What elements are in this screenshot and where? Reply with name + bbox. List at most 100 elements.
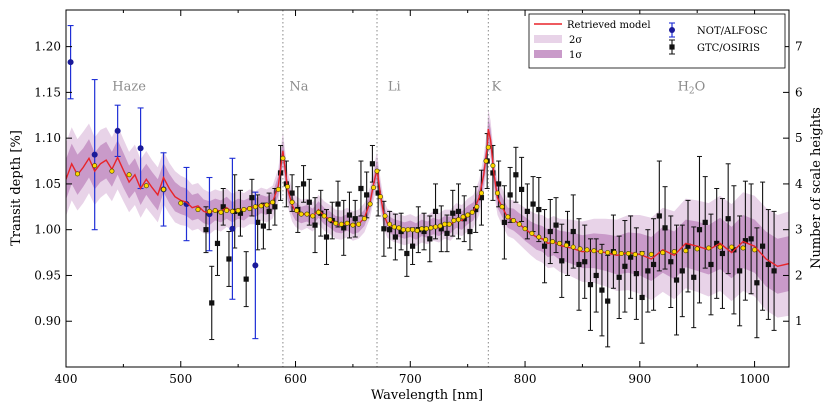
gtc-point	[226, 256, 232, 262]
binned-model-point	[446, 221, 452, 227]
binned-model-point	[400, 227, 406, 233]
gtc-point	[312, 222, 318, 228]
binned-model-point	[377, 194, 383, 200]
binned-model-point	[419, 226, 425, 232]
binned-model-point	[563, 242, 569, 248]
gtc-point	[771, 268, 777, 274]
binned-model-point	[212, 207, 218, 213]
binned-model-point	[442, 221, 448, 227]
binned-model-point	[483, 158, 489, 164]
y2-tick-label: 6	[795, 85, 803, 99]
binned-model-point	[92, 163, 98, 169]
legend-sigma2-label: 2σ	[569, 35, 582, 46]
gtc-point	[249, 195, 255, 201]
x-tick-label: 1000	[739, 372, 770, 386]
gtc-point	[719, 250, 726, 257]
gtc-point	[553, 222, 559, 228]
binned-model-point	[632, 251, 638, 257]
line-markers	[282, 10, 489, 367]
gtc-point	[737, 268, 743, 274]
gtc-point	[381, 226, 387, 232]
binned-model-point	[729, 244, 735, 250]
binned-model-point	[584, 247, 590, 253]
gtc-point	[559, 258, 565, 264]
x-tick-label: 400	[55, 372, 78, 386]
binned-model-point	[280, 155, 286, 161]
region-label: H2O	[678, 80, 706, 97]
gtc-point	[266, 208, 272, 214]
binned-model-point	[499, 204, 505, 210]
gtc-point	[375, 190, 381, 196]
binned-model-point	[333, 220, 339, 226]
binned-model-point	[437, 223, 443, 229]
gtc-point	[323, 234, 330, 240]
x-tick-label: 900	[628, 372, 651, 386]
binned-model-point	[648, 251, 654, 257]
legend-gtc-swatch	[669, 39, 675, 55]
binned-model-point	[598, 249, 604, 255]
legend: Retrieved model 2σ 1σ NOT/ALFOSC GTC/OSI…	[528, 13, 786, 69]
legend-sigma2-swatch	[534, 35, 562, 43]
binned-model-point	[451, 218, 457, 224]
gtc-osiris-series	[203, 133, 777, 348]
not-point	[183, 201, 190, 208]
binned-model-point	[511, 218, 517, 224]
gtc-point	[467, 228, 473, 235]
gtc-point	[622, 263, 628, 269]
gtc-point	[668, 259, 674, 265]
y-axis-title: Transit depth [%]	[9, 130, 24, 246]
gtc-point	[358, 185, 364, 192]
binned-model-point	[706, 245, 712, 251]
binned-model-point	[374, 168, 380, 174]
binned-model-point	[469, 209, 475, 215]
gtc-point	[605, 298, 611, 304]
gtc-point	[501, 219, 507, 225]
gtc-point	[633, 271, 639, 277]
gtc-point	[765, 261, 771, 268]
data-layer	[66, 25, 789, 348]
y2-axis-title: Number of scale heights	[809, 107, 824, 269]
gtc-point	[650, 261, 657, 268]
y-tick-label: 1.05	[34, 177, 61, 191]
y-tick-label: 0.90	[34, 314, 61, 328]
gtc-point	[702, 219, 708, 225]
binned-model-point	[241, 207, 247, 213]
y2-tick-label: 3	[795, 223, 803, 237]
uncertainty-bands	[66, 108, 789, 318]
gtc-point	[346, 212, 353, 218]
binned-model-point	[639, 250, 645, 256]
y2-tick-label: 1	[795, 314, 803, 328]
binned-model-point	[361, 216, 367, 222]
binned-model-point	[405, 227, 411, 233]
gtc-point	[335, 201, 341, 207]
binned-model-point	[252, 204, 258, 210]
binned-model-point	[338, 221, 344, 227]
gtc-point	[524, 208, 530, 214]
x-tick-label: 700	[399, 372, 422, 386]
gtc-point	[679, 268, 685, 274]
gtc-point	[209, 300, 215, 306]
gtc-point	[392, 234, 398, 240]
region-label: Haze	[112, 80, 146, 95]
binned-model-point	[423, 226, 429, 232]
legend-gtc-marker	[669, 44, 675, 50]
gtc-point	[696, 227, 703, 233]
binned-model-point	[625, 250, 631, 256]
binned-model-point	[740, 245, 746, 251]
binned-model-point	[247, 206, 253, 212]
binned-model-point	[109, 168, 115, 174]
gtc-point	[432, 208, 439, 214]
gtc-point	[742, 238, 748, 244]
plot-frame	[65, 9, 790, 368]
binned-model-point	[752, 247, 758, 253]
gtc-point	[714, 240, 720, 247]
legend-sigma1-label: 1σ	[569, 50, 582, 61]
binned-model-point	[391, 224, 397, 230]
gtc-point	[507, 192, 513, 198]
gtc-point	[541, 243, 548, 249]
gtc-point	[341, 225, 347, 231]
binned-model-point	[460, 214, 466, 220]
binned-model-point	[74, 171, 80, 177]
binned-model-point	[178, 200, 184, 206]
